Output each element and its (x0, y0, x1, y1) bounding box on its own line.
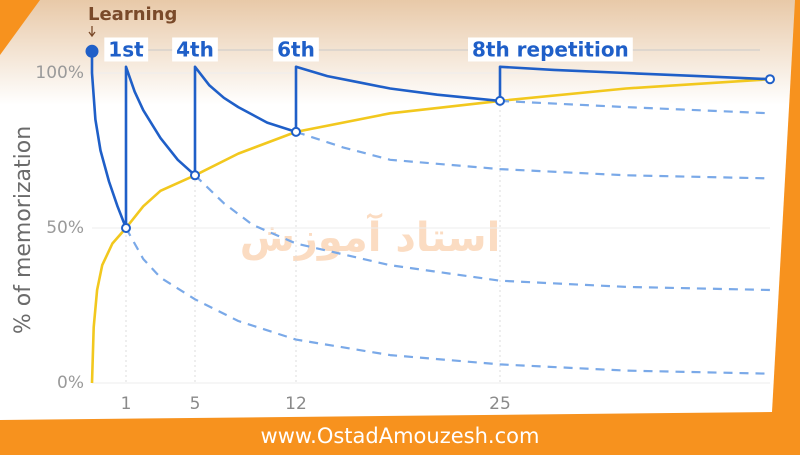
x-tick-label: 25 (489, 394, 511, 414)
annotation: 1st (108, 38, 144, 62)
y-tick-label: 0% (57, 373, 84, 393)
annotation-bg (172, 37, 218, 62)
annotation-bg (273, 37, 319, 62)
repetition-marker (190, 170, 200, 181)
repetition-marker (121, 223, 131, 233)
footer: www.OstadAmouzesh.com (261, 424, 540, 448)
forgetting-curve (194, 174, 771, 292)
x-tick-label: 5 (190, 394, 201, 414)
watermark: استاد آموزش (240, 212, 501, 261)
y-axis-label: % of memorization (11, 126, 36, 334)
x-tick-label: 1 (121, 394, 132, 414)
forgetting-curve (125, 227, 771, 375)
repetition-marker (765, 74, 775, 85)
memory-line (90, 51, 771, 230)
annotation-bg (468, 37, 633, 62)
y-tick-label: 50% (46, 218, 84, 238)
annotation: Learning (88, 4, 177, 25)
annotation: 8th repetition (472, 38, 629, 62)
x-tick-label: 12 (285, 394, 307, 414)
learning-point (85, 44, 99, 58)
learning-arrow (88, 26, 96, 38)
annotation: 4th (176, 38, 214, 62)
annotation: 6th (277, 38, 315, 62)
y-tick-label: 100% (35, 63, 84, 83)
repetition-marker (291, 126, 301, 137)
repetition-marker (495, 95, 505, 106)
memory-line (90, 77, 771, 384)
forgetting-curve (295, 130, 771, 180)
annotation-bg (104, 37, 149, 62)
